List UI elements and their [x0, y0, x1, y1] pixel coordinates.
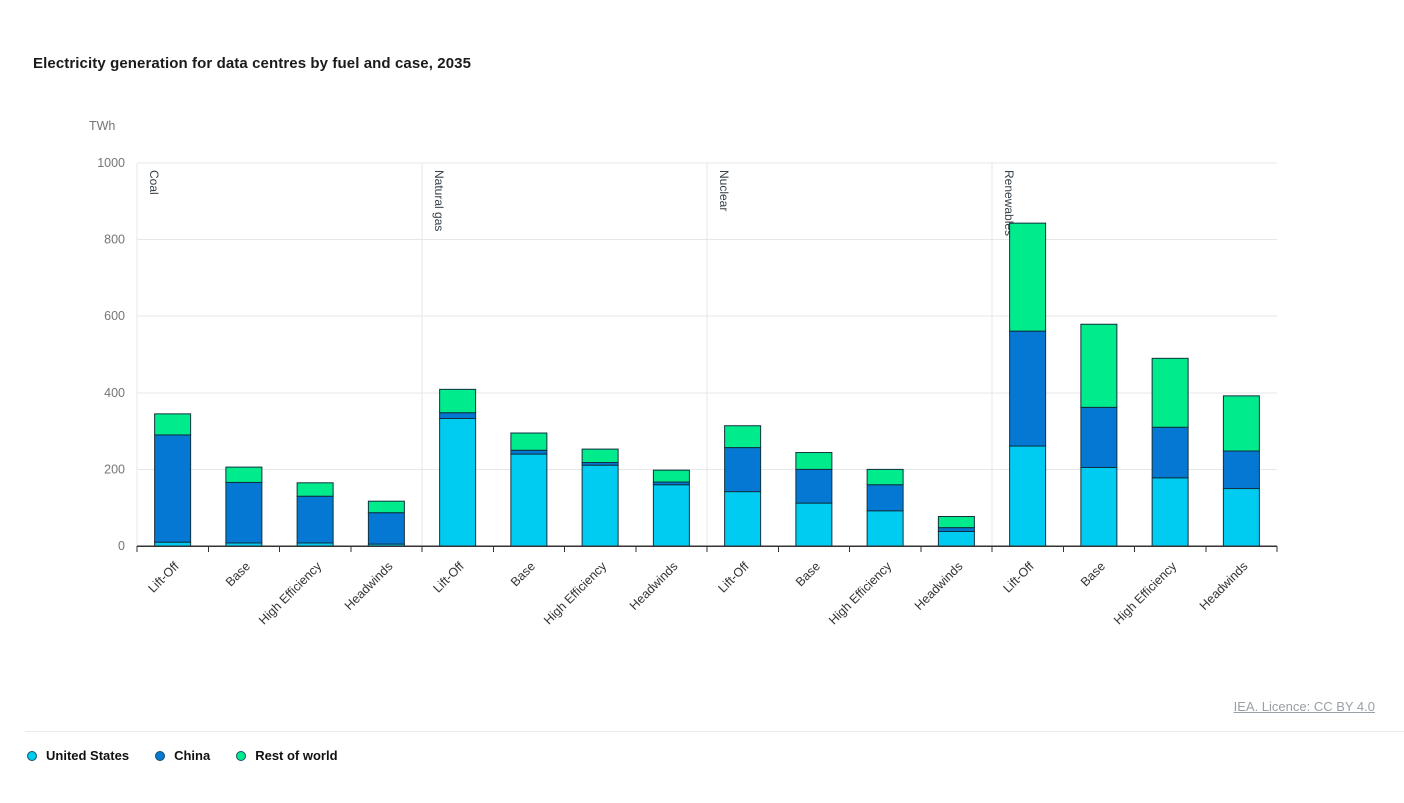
- bar-segment-china[interactable]: [510, 449, 548, 455]
- bar-segment-united-states[interactable]: [1222, 488, 1260, 547]
- bar-segment-united-states[interactable]: [866, 510, 904, 547]
- bar-segment-china[interactable]: [1222, 450, 1260, 490]
- bar-segment-united-states[interactable]: [937, 530, 975, 547]
- bar-segment-rest-of-world[interactable]: [367, 500, 405, 514]
- case-label-base: Base: [793, 559, 823, 589]
- bar-segment-united-states[interactable]: [1080, 466, 1118, 547]
- case-label-base: Base: [508, 559, 538, 589]
- y-axis-tick-label: 600: [104, 309, 125, 323]
- bar-segment-rest-of-world[interactable]: [154, 413, 192, 436]
- bar-segment-rest-of-world[interactable]: [652, 469, 690, 483]
- bar-segment-rest-of-world[interactable]: [225, 466, 263, 483]
- bar-segment-china[interactable]: [937, 527, 975, 532]
- case-label-high-efficiency: High Efficiency: [826, 559, 895, 628]
- bar-segment-rest-of-world[interactable]: [795, 452, 833, 470]
- case-label-lift-off: Lift-Off: [715, 559, 752, 596]
- united-states-swatch-icon: [27, 750, 37, 761]
- legend-label: United States: [46, 748, 130, 763]
- y-axis-tick-label: 800: [104, 233, 125, 247]
- stacked-bar-chart: 0 200 400 600 800 1000 Coal Natural gas Nuclear R…: [97, 156, 1278, 628]
- case-label-headwinds: Headwinds: [627, 559, 681, 613]
- chart-title: Electricity generation for data centres …: [33, 55, 472, 72]
- case-label-base: Base: [223, 559, 253, 589]
- bar-segment-rest-of-world[interactable]: [439, 388, 477, 414]
- bar-segment-rest-of-world[interactable]: [1080, 323, 1118, 408]
- china-swatch-icon: [155, 750, 166, 761]
- case-label-high-efficiency: High Efficiency: [256, 559, 325, 628]
- bar-segment-rest-of-world[interactable]: [1151, 357, 1189, 428]
- bar-segment-china[interactable]: [439, 412, 477, 419]
- bar-segment-united-states[interactable]: [724, 491, 762, 547]
- y-axis-tick-label: 0: [118, 539, 125, 553]
- bar-segment-united-states[interactable]: [510, 453, 548, 547]
- bar-segment-rest-of-world[interactable]: [1009, 222, 1047, 332]
- licence-link[interactable]: IEA. Licence: CC BY 4.0: [1233, 699, 1375, 714]
- bar-segment-china[interactable]: [296, 495, 334, 544]
- footer-divider: [25, 731, 1404, 732]
- bar-segment-rest-of-world[interactable]: [1222, 395, 1260, 452]
- case-label-lift-off: Lift-Off: [430, 559, 467, 596]
- group-label-nuclear: Nuclear: [717, 170, 731, 211]
- case-label-high-efficiency: High Efficiency: [1111, 559, 1180, 628]
- case-label-lift-off: Lift-Off: [145, 559, 182, 596]
- bar-segment-china[interactable]: [225, 481, 263, 544]
- bar-segment-rest-of-world[interactable]: [866, 468, 904, 486]
- case-label-lift-off: Lift-Off: [1000, 559, 1037, 596]
- bar-segment-united-states[interactable]: [439, 417, 477, 547]
- bar-segment-united-states[interactable]: [1151, 477, 1189, 547]
- legend-item-rest-of-world[interactable]: Rest of world: [236, 748, 338, 763]
- case-label-headwinds: Headwinds: [342, 559, 396, 613]
- bar-segment-rest-of-world[interactable]: [581, 448, 619, 464]
- y-axis-tick-label: 400: [104, 386, 125, 400]
- legend-item-united-states[interactable]: United States: [27, 748, 129, 763]
- case-label-high-efficiency: High Efficiency: [541, 559, 610, 628]
- legend: United States China Rest of world: [27, 748, 338, 763]
- legend-label: Rest of world: [255, 748, 338, 763]
- bar-segment-china[interactable]: [795, 468, 833, 504]
- legend-item-china[interactable]: China: [155, 748, 210, 763]
- case-label-headwinds: Headwinds: [912, 559, 966, 613]
- bar-segment-united-states[interactable]: [652, 484, 690, 547]
- group-label-renewables: Renewables: [1002, 170, 1016, 236]
- bar-segment-united-states[interactable]: [581, 464, 619, 547]
- bar-segment-china[interactable]: [724, 447, 762, 493]
- group-label-natural-gas: Natural gas: [432, 170, 446, 231]
- bar-segment-rest-of-world[interactable]: [510, 432, 548, 451]
- rest-of-world-swatch-icon: [236, 750, 247, 761]
- y-axis-unit-label: TWh: [89, 119, 116, 133]
- y-axis-tick-label: 1000: [97, 156, 125, 170]
- bar-segment-china[interactable]: [154, 434, 192, 543]
- bar-segment-china[interactable]: [1151, 426, 1189, 479]
- bar-segment-rest-of-world[interactable]: [724, 425, 762, 449]
- case-label-base: Base: [1078, 559, 1108, 589]
- legend-label: China: [174, 748, 211, 763]
- bar-segment-china[interactable]: [866, 484, 904, 512]
- bar-segment-china[interactable]: [1080, 406, 1118, 468]
- bar-segment-united-states[interactable]: [795, 502, 833, 547]
- bar-segment-china[interactable]: [1009, 330, 1047, 447]
- bar-segment-china[interactable]: [367, 512, 405, 545]
- bar-segment-rest-of-world[interactable]: [937, 516, 975, 529]
- bar-segment-united-states[interactable]: [1009, 445, 1047, 547]
- group-label-coal: Coal: [147, 170, 161, 195]
- bar-segment-rest-of-world[interactable]: [296, 482, 334, 497]
- case-label-headwinds: Headwinds: [1197, 559, 1251, 613]
- y-axis-tick-label: 200: [104, 462, 125, 476]
